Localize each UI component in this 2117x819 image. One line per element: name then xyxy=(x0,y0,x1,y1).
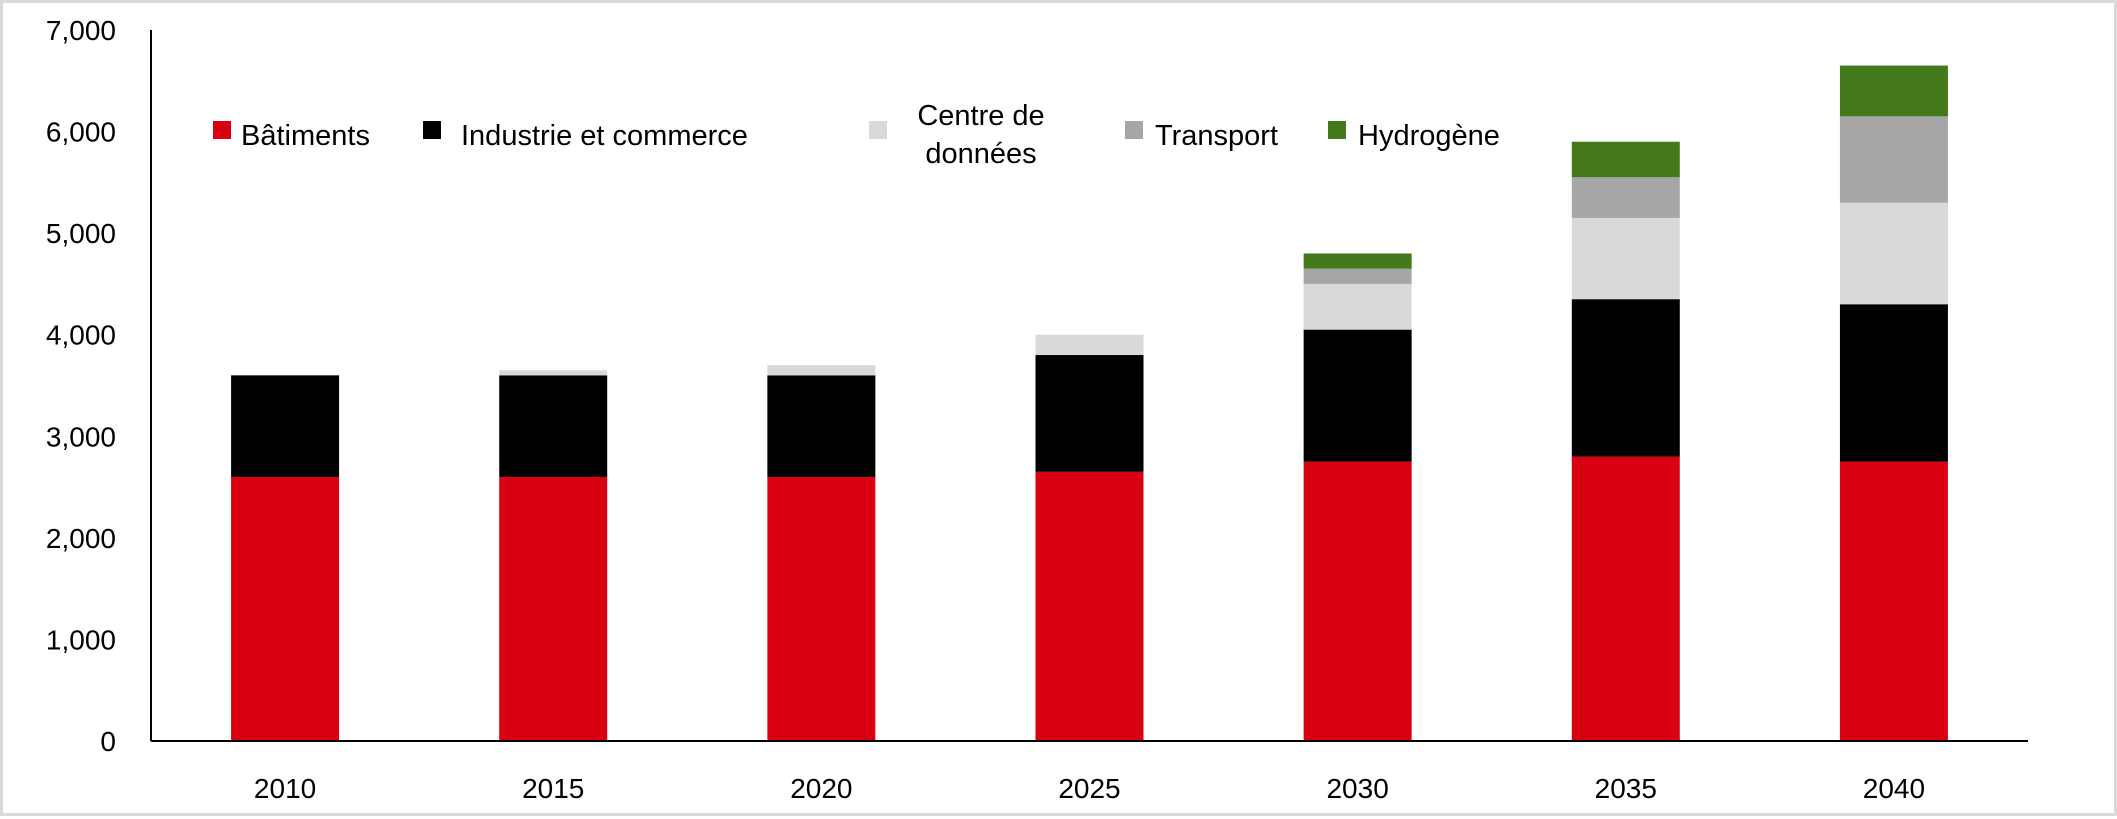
y-tick-label: 4,000 xyxy=(46,320,116,351)
x-tick-label: 2020 xyxy=(790,773,852,804)
legend-label-centre-donnees-line2: données xyxy=(925,138,1036,170)
bar-segment-2020-2 xyxy=(767,365,876,376)
legend-label-industrie: Industrie et commerce xyxy=(461,120,748,152)
bar-segment-2015-0 xyxy=(499,476,608,741)
bar-segment-2020-1 xyxy=(767,375,876,477)
y-tick-label: 5,000 xyxy=(46,218,116,249)
bar-segment-2035-0 xyxy=(1571,456,1680,741)
bar-segment-2015-2 xyxy=(499,370,608,376)
legend-label-transport: Transport xyxy=(1155,120,1278,152)
bar-segment-2025-0 xyxy=(1035,471,1144,741)
bar-segment-2015-1 xyxy=(499,375,608,477)
x-tick-label: 2030 xyxy=(1326,773,1388,804)
bar-segment-2035-4 xyxy=(1571,141,1680,178)
x-tick-label: 2035 xyxy=(1595,773,1657,804)
bar-segment-2040-2 xyxy=(1839,202,1948,305)
stacked-bar-chart: 0 1,000 2,000 3,000 4,000 5,000 6,000 7,000 201… xyxy=(46,15,2028,804)
legend: Bâtiments Industrie et commerce Centre d… xyxy=(213,100,1500,170)
bar-segment-2035-2 xyxy=(1571,217,1680,300)
bar-segment-2010-0 xyxy=(231,476,340,741)
x-tick-labels: 2010 2015 2020 2025 2030 2035 2040 xyxy=(254,773,1925,804)
bar-segment-2035-1 xyxy=(1571,299,1680,457)
x-tick-label: 2010 xyxy=(254,773,316,804)
y-tick-label: 1,000 xyxy=(46,624,116,655)
bar-segment-2010-1 xyxy=(231,375,340,477)
y-tick-label: 2,000 xyxy=(46,523,116,554)
bar-segment-2040-0 xyxy=(1839,461,1948,741)
bar-segment-2030-2 xyxy=(1303,283,1412,330)
x-tick-label: 2040 xyxy=(1863,773,1925,804)
bar-segment-2030-1 xyxy=(1303,329,1412,462)
x-tick-label: 2015 xyxy=(522,773,584,804)
legend-swatch-transport xyxy=(1125,121,1143,139)
bar-segment-2025-1 xyxy=(1035,355,1144,472)
bar-segment-2040-3 xyxy=(1839,116,1948,203)
x-tick-label: 2025 xyxy=(1058,773,1120,804)
y-tick-labels: 0 1,000 2,000 3,000 4,000 5,000 6,000 7,000 xyxy=(46,15,116,757)
bar-segment-2025-2 xyxy=(1035,334,1144,356)
bar-segment-2020-0 xyxy=(767,476,876,741)
bar-segment-2040-4 xyxy=(1839,65,1948,117)
legend-swatch-centre-donnees xyxy=(869,121,887,139)
legend-swatch-batiments xyxy=(213,121,231,139)
legend-label-hydrogene: Hydrogène xyxy=(1358,120,1500,152)
legend-label-centre-donnees-line1: Centre de xyxy=(917,100,1044,132)
y-tick-label: 7,000 xyxy=(46,15,116,46)
bars xyxy=(231,65,1948,741)
legend-swatch-industrie xyxy=(423,121,441,139)
bar-segment-2030-4 xyxy=(1303,253,1412,269)
bar-segment-2030-3 xyxy=(1303,268,1412,284)
bar-segment-2035-3 xyxy=(1571,177,1680,218)
legend-swatch-hydrogene xyxy=(1328,121,1346,139)
bar-segment-2040-1 xyxy=(1839,304,1948,462)
legend-label-batiments: Bâtiments xyxy=(241,120,370,152)
bar-segment-2030-0 xyxy=(1303,461,1412,741)
y-tick-label: 3,000 xyxy=(46,421,116,452)
y-tick-label: 6,000 xyxy=(46,117,116,148)
y-tick-label: 0 xyxy=(100,726,116,757)
